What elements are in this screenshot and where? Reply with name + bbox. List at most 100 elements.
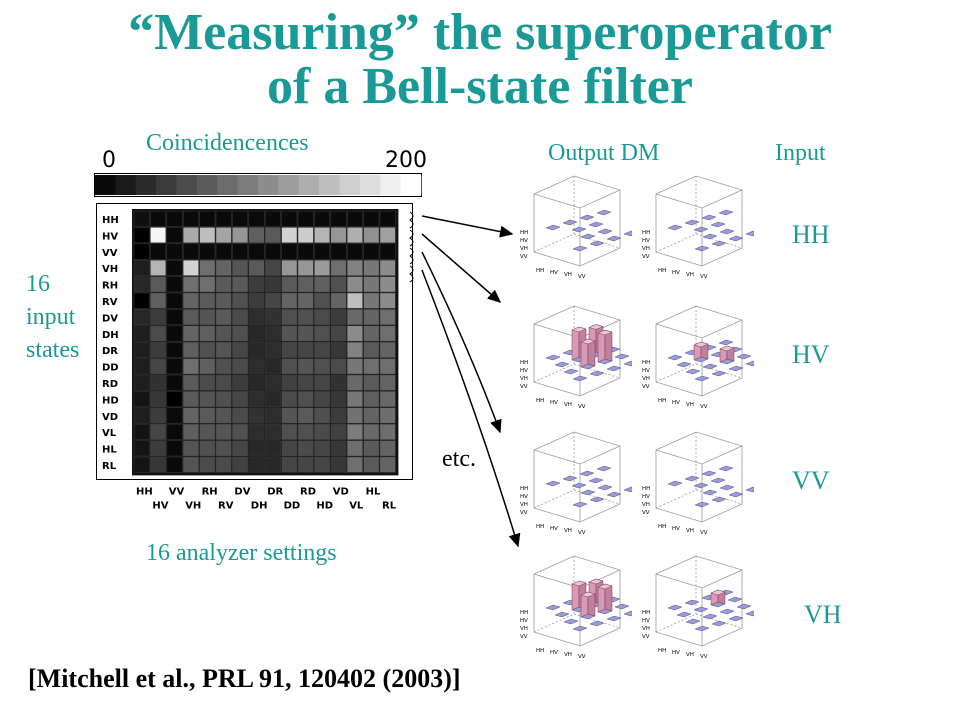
matrix-cell xyxy=(232,374,249,391)
dm-bar-flat xyxy=(597,484,613,491)
axis-tick-label: HH xyxy=(658,398,666,404)
matrix-cell xyxy=(150,440,167,457)
matrix-cell xyxy=(248,243,265,260)
dm-bar-flat xyxy=(719,228,735,235)
axis-tick-label: HV xyxy=(550,270,558,276)
dm-bar-flat xyxy=(572,375,588,382)
matrix-cell xyxy=(248,391,265,408)
matrix-cell xyxy=(215,325,232,342)
dm-bar-flat xyxy=(718,465,734,472)
matrix-cell xyxy=(199,309,216,326)
matrix-cell xyxy=(346,391,363,408)
page-title: “Measuring” the superoperator of a Bell-… xyxy=(0,6,960,114)
matrix-cell xyxy=(133,309,150,326)
matrix-cell xyxy=(133,341,150,358)
matrix-cell xyxy=(297,210,314,227)
dm-bar-flat xyxy=(623,230,632,237)
dm-bar-flat xyxy=(623,360,632,367)
colorbar-step xyxy=(400,175,422,195)
col-tick-label: VV xyxy=(169,486,185,497)
axis-tick-label: VV xyxy=(642,634,650,640)
title-line-1: “Measuring” the superoperator xyxy=(128,4,832,61)
density-matrix-plot: HH HV VH VV HH HV VH VV xyxy=(642,555,754,660)
matrix-cell xyxy=(199,210,216,227)
matrix-cell xyxy=(264,292,281,309)
matrix-cell xyxy=(314,440,331,457)
col-tick-label: VD xyxy=(333,486,349,497)
colorbar xyxy=(94,173,422,197)
dm-bar-tall-top xyxy=(580,338,596,345)
matrix-cell xyxy=(248,440,265,457)
row-label-hh: HH xyxy=(792,220,830,249)
matrix-cell xyxy=(166,292,183,309)
matrix-cell xyxy=(363,210,380,227)
axis-tick-label: HV xyxy=(672,650,680,656)
axis-tick-label: HV xyxy=(672,400,680,406)
colorbar-step xyxy=(95,175,116,195)
arrow-vh xyxy=(421,269,521,548)
density-matrix-plot: HH HV VH VV HH HV VH VV xyxy=(520,431,632,536)
citation: [Mitchell et al., PRL 91, 120402 (2003)] xyxy=(28,664,461,693)
axis-tick-label: VH xyxy=(564,402,572,408)
matrix-cell xyxy=(264,391,281,408)
matrix-cell xyxy=(215,259,232,276)
axis-tick-label: HH xyxy=(520,360,528,366)
dm-bar-flat xyxy=(711,496,727,503)
dm-bar-flat xyxy=(572,501,588,508)
col-tick-label: RD xyxy=(300,486,316,497)
matrix-cell xyxy=(166,259,183,276)
axis-tick-label: HH xyxy=(520,486,528,492)
matrix-cell xyxy=(379,391,396,408)
row-tick-label: HH xyxy=(102,215,119,226)
density-matrix-plot: HH HV VH VV HH HV VH VV xyxy=(520,175,632,280)
matrix-cell xyxy=(379,227,396,244)
matrix-cell xyxy=(363,391,380,408)
matrix-cell xyxy=(215,374,232,391)
dm-bar-flat xyxy=(719,608,735,615)
matrix-cell xyxy=(248,309,265,326)
axis-tick-label: VH xyxy=(686,652,694,658)
axis-tick-label: VV xyxy=(578,654,586,660)
matrix-cell xyxy=(199,259,216,276)
matrix-cell xyxy=(379,243,396,260)
axis-tick-label: HH xyxy=(520,230,528,236)
dm-bar-flat xyxy=(693,226,709,233)
title-line-2: of a Bell-state filter xyxy=(267,58,693,115)
axis-tick-label: VV xyxy=(520,384,528,390)
matrix-cell xyxy=(297,341,314,358)
matrix-cell xyxy=(199,407,216,424)
arrow-hv xyxy=(421,233,502,303)
matrix-cell xyxy=(363,259,380,276)
dm-bar-flat xyxy=(606,235,622,242)
colorbar-step xyxy=(115,175,137,195)
x-axis-label: 16 analyzer settings xyxy=(146,540,337,566)
dm-bar-flat xyxy=(676,611,692,618)
dm-bar-flat xyxy=(685,368,701,375)
matrix-cell xyxy=(166,341,183,358)
dm-bar-flat xyxy=(711,620,727,627)
axis-tick-label: VV xyxy=(642,254,650,260)
matrix-cell xyxy=(281,341,298,358)
matrix-cell xyxy=(264,325,281,342)
matrix-cell xyxy=(314,276,331,293)
matrix-cell xyxy=(199,391,216,408)
y-axis-label: 16 input states xyxy=(26,268,79,367)
dm-bar-flat xyxy=(606,491,622,498)
matrix-cell xyxy=(346,423,363,440)
matrix-cell xyxy=(363,341,380,358)
density-matrix-plot: HH HV VH VV HH HV VH VV xyxy=(642,305,754,410)
matrix-cell xyxy=(314,391,331,408)
matrix-cell xyxy=(215,440,232,457)
colorbar-step xyxy=(156,175,177,195)
dm-bar-flat xyxy=(702,489,718,496)
axis-tick-label: HV xyxy=(642,618,650,624)
axis-tick-label: VH xyxy=(686,528,694,534)
plot-frame xyxy=(655,431,743,523)
axis-tick-label: VH xyxy=(642,626,650,632)
matrix-cell xyxy=(363,456,380,473)
row-tick-label: RL xyxy=(102,461,117,472)
axis-tick-label: VV xyxy=(520,634,528,640)
row-tick-label: HL xyxy=(102,445,117,456)
matrix-cell xyxy=(314,325,331,342)
